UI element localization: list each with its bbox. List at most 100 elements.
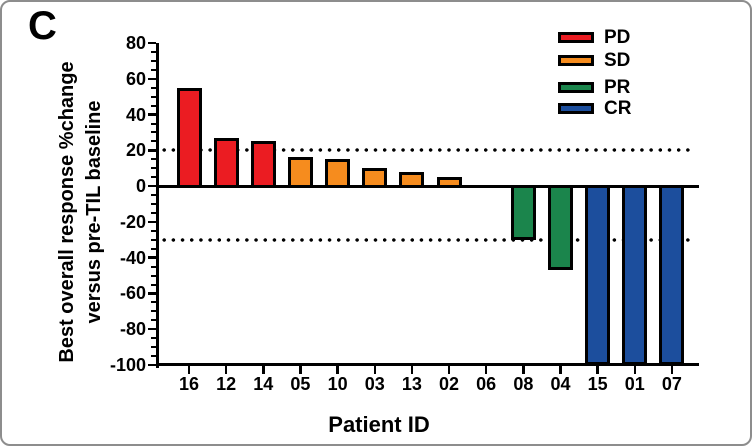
x-tick-label: 03 (364, 374, 385, 394)
y-minor-tick (151, 194, 156, 197)
x-tick-label: 10 (327, 374, 348, 394)
y-major-tick (148, 220, 156, 224)
y-axis-line (156, 43, 159, 368)
y-minor-tick (151, 319, 156, 322)
bar-patient-01 (622, 185, 648, 365)
y-tick-label: -80 (119, 319, 146, 340)
x-tick (224, 365, 228, 374)
bar-patient-05 (287, 157, 313, 188)
y-tick-label: -20 (119, 211, 146, 232)
x-tick-label: 05 (290, 374, 311, 394)
y-minor-tick (151, 211, 156, 214)
y-minor-tick (151, 122, 156, 125)
x-tick-label: 14 (253, 374, 274, 394)
x-tick-label: 01 (624, 374, 645, 394)
y-minor-tick (151, 229, 156, 232)
bar-patient-16 (176, 87, 202, 188)
y-tick-label: -60 (119, 283, 146, 304)
y-tick-label: 0 (135, 176, 146, 197)
legend-label-cr: CR (604, 98, 632, 119)
x-tick-label: 15 (587, 374, 608, 394)
legend-item-sd: SD (558, 50, 631, 71)
x-tick (559, 365, 562, 374)
y-minor-tick (151, 86, 156, 89)
x-axis-line (156, 363, 699, 366)
x-tick (336, 365, 339, 374)
bar-patient-07 (659, 185, 685, 365)
x-tick (596, 365, 599, 374)
x-tick (410, 365, 414, 374)
x-tick (522, 365, 525, 374)
x-tick-label: 08 (513, 374, 534, 394)
x-tick-label: 02 (439, 374, 460, 394)
y-minor-tick (151, 238, 156, 241)
legend-label-pr: PR (604, 77, 631, 98)
legend-label-sd: SD (604, 50, 631, 71)
x-tick (670, 365, 674, 374)
legend-label-pd: PD (604, 27, 631, 48)
y-major-tick (148, 41, 156, 45)
x-tick-label: 04 (550, 374, 571, 394)
x-tick-label: 12 (216, 374, 237, 394)
y-minor-tick (151, 337, 156, 340)
bar-patient-08 (510, 185, 536, 240)
threshold-dotted-line (162, 148, 692, 153)
y-tick-label: -100 (109, 355, 146, 375)
y-minor-tick (151, 59, 156, 62)
x-tick (262, 365, 265, 374)
y-minor-tick (151, 158, 156, 161)
y-minor-tick (151, 301, 156, 304)
y-minor-tick (151, 68, 156, 71)
bar-patient-04 (548, 185, 573, 271)
y-tick-label: 20 (125, 140, 146, 161)
y-major-tick (148, 113, 156, 116)
y-minor-tick (151, 140, 156, 143)
bar-patient-14 (250, 141, 276, 188)
x-axis-title: Patient ID (328, 412, 430, 437)
y-major-tick (148, 184, 156, 188)
y-minor-tick (151, 203, 156, 205)
y-minor-tick (151, 50, 156, 53)
y-tick-label: 40 (125, 104, 146, 125)
x-tick-label: 06 (476, 374, 497, 394)
y-tick-label: 80 (125, 33, 146, 53)
panel-label: C (28, 4, 57, 48)
x-tick-label: 16 (178, 374, 200, 394)
y-major-tick (148, 292, 156, 295)
x-tick (484, 365, 488, 374)
y-minor-tick (151, 104, 156, 107)
y-minor-tick (151, 265, 156, 268)
x-tick-label: 07 (661, 374, 682, 394)
legend-item-cr: CR (558, 98, 632, 119)
y-minor-tick (151, 346, 156, 349)
y-major-tick (148, 363, 156, 367)
x-tick (633, 365, 637, 374)
y-minor-tick (151, 283, 156, 286)
legend-swatch-pd (558, 32, 594, 43)
y-minor-tick (151, 274, 156, 277)
y-minor-tick (151, 355, 156, 358)
x-tick (373, 365, 376, 374)
y-minor-tick (151, 176, 156, 179)
legend-swatch-sd (558, 55, 594, 66)
bar-patient-15 (585, 185, 611, 365)
y-minor-tick (151, 95, 156, 98)
y-minor-tick (151, 167, 156, 170)
legend-item-pr: PR (558, 77, 631, 98)
y-major-tick (148, 327, 156, 331)
zero-line (156, 185, 699, 188)
bar-patient-12 (213, 137, 239, 188)
x-tick (299, 365, 302, 374)
y-major-tick (148, 149, 156, 152)
y-major-tick (148, 77, 156, 81)
x-tick-label: 13 (401, 374, 422, 394)
y-tick-label: -40 (119, 247, 146, 268)
x-tick (187, 365, 191, 374)
y-major-tick (148, 256, 156, 259)
y-tick-label: 60 (125, 68, 146, 89)
x-tick (447, 365, 451, 374)
y-minor-tick (151, 247, 156, 250)
bar-patient-10 (325, 159, 351, 188)
legend-item-pd: PD (558, 27, 631, 48)
